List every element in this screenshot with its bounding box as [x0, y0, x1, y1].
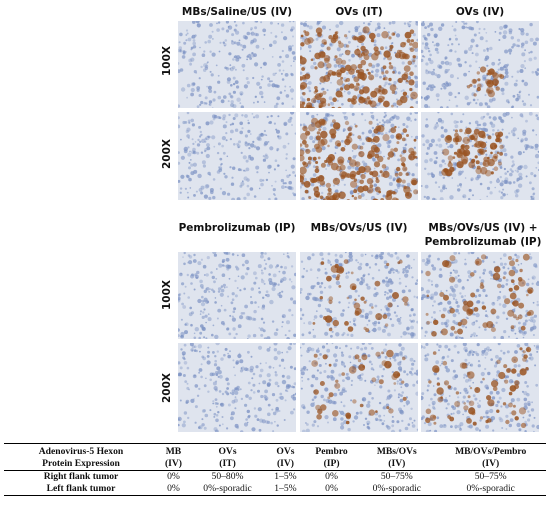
micrograph-mbs-ovs-us-pembro-100x [421, 252, 539, 339]
row-label-200x-bottom: 200X [161, 373, 173, 404]
table-cell: 0% [158, 482, 189, 496]
micrograph-pembrolizumab-100x [178, 252, 296, 339]
table-header-row: Protein Expression (IV) (IT) (IV) (IP) (… [4, 457, 546, 471]
table-header-cell: OVs [188, 443, 267, 458]
table-header-cell: MB/OVs/Pembro [435, 443, 546, 458]
table-cell: 1–5% [266, 482, 305, 496]
micrograph-ovs-it-200x [300, 112, 418, 200]
hexon-expression-table: Adenovirus-5 Hexon MB OVs OVs Pembro MBs… [4, 443, 546, 496]
table-cell: 1–5% [274, 471, 297, 482]
table-row: Left flank tumor 0% 0%-sporadic 1–5% 0% … [4, 482, 546, 496]
row-label-100x-top: 100X [161, 46, 173, 77]
table-header-cell: Adenovirus-5 Hexon [4, 443, 158, 458]
table-cell: Right flank tumor [43, 471, 119, 482]
table-header-cell: (IT) [188, 457, 267, 471]
table-header-cell: (IV) [435, 457, 546, 471]
micrograph-ovs-iv-100x [421, 21, 539, 108]
micrograph-pembrolizumab-200x [178, 343, 296, 432]
header-mbs-ovs-us-pembro-line2: Pembrolizumab (IP) [424, 236, 542, 248]
table-header-cell: (IP) [304, 457, 359, 471]
table-header-cell: MBs/OVs [358, 443, 436, 458]
table-header-cell: (IV) [266, 457, 305, 471]
table-cell: 0%-sporadic [435, 482, 546, 496]
table-header-cell: MB [158, 443, 189, 458]
table-cell: 50–80% [211, 471, 244, 482]
micrograph-ovs-iv-200x [421, 112, 539, 200]
table-header-cell: (IV) [158, 457, 189, 471]
table-header-cell: Protein Expression [4, 457, 158, 471]
header-pembrolizumab: Pembrolizumab (IP) [178, 222, 296, 234]
table-row: Right flank tumor 0% 50–80% 1–5% 0% 50–7… [4, 471, 546, 483]
micrograph-mbs-ovs-us-200x [300, 343, 418, 432]
table-cell: 50–75% [474, 471, 507, 482]
header-mbs-ovs-us-pembro-line1: MBs/OVs/US (IV) + [428, 222, 538, 234]
header-mbs-saline-us: MBs/Saline/US (IV) [181, 6, 293, 18]
table-header-cell: OVs [266, 443, 305, 458]
table-header-cell: (IV) [358, 457, 436, 471]
micrograph-mbs-saline-100x [178, 21, 296, 108]
table-cell: 0% [304, 482, 359, 496]
micrograph-ovs-it-100x [300, 21, 418, 108]
header-mbs-ovs-us: MBs/OVs/US (IV) [310, 222, 408, 234]
table-cell: 0% [325, 471, 338, 482]
table-header-row: Adenovirus-5 Hexon MB OVs OVs Pembro MBs… [4, 443, 546, 458]
micrograph-mbs-saline-200x [178, 112, 296, 200]
header-ovs-it: OVs (IT) [335, 6, 383, 18]
table-cell: 0%-sporadic [188, 482, 267, 496]
table-cell: 0% [167, 471, 180, 482]
micrograph-mbs-ovs-us-100x [300, 252, 418, 339]
row-label-200x-top: 200X [161, 139, 173, 170]
table-cell: 50–75% [380, 471, 413, 482]
micrograph-mbs-ovs-us-pembro-200x [421, 343, 539, 432]
table-cell: 0%-sporadic [358, 482, 436, 496]
row-label-100x-bottom: 100X [161, 280, 173, 311]
table-header-cell: Pembro [304, 443, 359, 458]
table-cell: Left flank tumor [4, 482, 158, 496]
header-ovs-iv: OVs (IV) [455, 6, 505, 18]
